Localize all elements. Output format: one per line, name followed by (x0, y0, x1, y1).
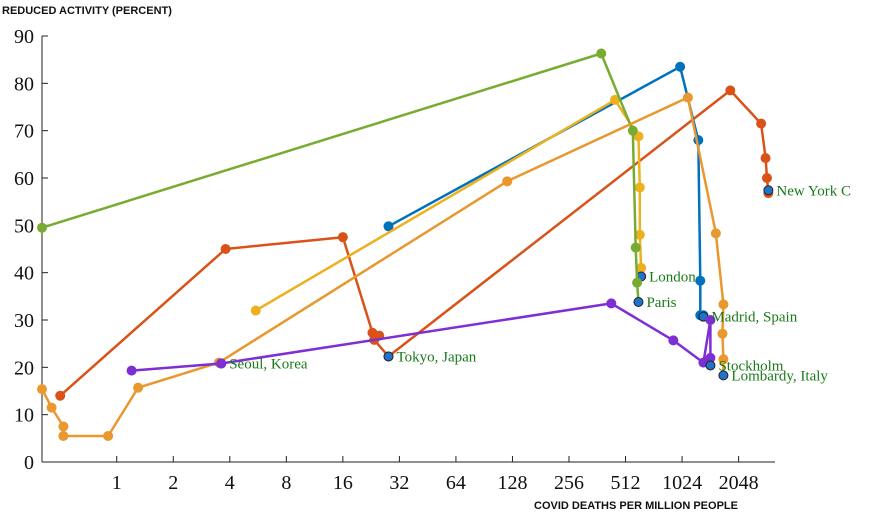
data-point (756, 118, 767, 129)
data-point (705, 315, 716, 325)
x-axis-label: COVID DEATHS PER MILLION PEOPLE (534, 500, 738, 512)
axes: 0 10 20 30 40 50 60 70 80 90 1 2 4 8 16 32 64 128 256 512 10… (14, 26, 775, 494)
data-point (627, 125, 638, 136)
data-point (610, 94, 621, 105)
series-layer (37, 48, 774, 441)
data-point (46, 402, 57, 413)
data-point (718, 299, 729, 310)
annotation-label: London (649, 269, 696, 285)
annotation-label: New York C (776, 183, 851, 199)
data-point (337, 232, 348, 243)
data-point (596, 48, 607, 59)
annotation-label: Lombardy, Italy (731, 368, 828, 384)
data-point (725, 85, 736, 96)
data-point (220, 244, 231, 254)
data-point (250, 305, 261, 316)
data-point (633, 297, 644, 308)
x-tick-label: 8 (281, 472, 291, 494)
series-lombardy-italy (37, 92, 729, 441)
data-point (718, 354, 729, 365)
y-tick-label: 50 (14, 215, 34, 237)
x-tick-label: 2 (168, 472, 178, 494)
annotation-label: Seoul, Korea (229, 357, 308, 373)
x-tick-label: 16 (333, 472, 353, 494)
y-tick-label: 60 (14, 168, 34, 190)
data-point (37, 222, 47, 233)
data-point (695, 275, 706, 286)
series-tokyo-japan (383, 351, 394, 362)
data-point (58, 421, 69, 432)
y-tick-label: 40 (14, 263, 34, 285)
x-tick-label: 1024 (662, 472, 702, 494)
y-tick-label: 30 (14, 310, 34, 332)
data-point (632, 277, 643, 288)
data-point (675, 61, 686, 72)
data-point (763, 185, 774, 196)
data-point (216, 358, 227, 369)
y-tick-label: 20 (14, 357, 34, 379)
data-point (133, 382, 144, 393)
data-point (705, 352, 716, 363)
data-point (710, 228, 721, 239)
y-axis-label: REDUCED ACTIVITY (PERCENT) (2, 5, 172, 17)
x-tick-label: 256 (554, 472, 584, 494)
y-tick-label: 10 (14, 405, 34, 427)
data-point (37, 384, 47, 395)
data-point (606, 298, 617, 309)
annotation-label: Paris (646, 295, 676, 311)
x-tick-label: 2048 (719, 472, 759, 494)
data-point (636, 262, 647, 273)
data-point (383, 351, 394, 362)
series-line (131, 302, 712, 372)
y-tick-label: 90 (14, 26, 34, 48)
series-london (250, 94, 647, 316)
data-point (58, 430, 69, 441)
data-point (634, 182, 645, 193)
data-point (705, 360, 716, 371)
series-line (41, 52, 640, 303)
x-tick-label: 128 (497, 472, 527, 494)
y-tick-label: 0 (24, 452, 34, 474)
data-point (682, 92, 693, 103)
x-tick-label: 512 (611, 472, 641, 494)
x-tick-label: 4 (225, 472, 235, 494)
annotation-layer: New York C London Paris Madrid, Spain Seoul,… (229, 183, 851, 384)
data-point (502, 176, 513, 187)
series-paris (37, 48, 644, 308)
y-tick-label: 80 (14, 73, 34, 95)
x-tick-label: 1 (112, 472, 122, 494)
series-line (40, 96, 725, 438)
data-point (761, 173, 772, 183)
data-point (126, 365, 137, 376)
annotation-label: Tokyo, Japan (397, 349, 477, 365)
data-point (103, 430, 114, 441)
data-point (383, 221, 394, 232)
data-point (668, 335, 679, 346)
data-point (634, 229, 645, 240)
annotation-label: Stockholm (718, 358, 783, 374)
data-point (760, 153, 771, 164)
x-tick-label: 64 (446, 472, 466, 494)
data-point (718, 370, 729, 381)
x-tick-label: 32 (389, 472, 409, 494)
series-stockholm (126, 298, 716, 376)
y-tick-label: 70 (14, 121, 34, 143)
annotation-label: Madrid, Spain (711, 310, 797, 326)
data-point (55, 390, 66, 401)
data-point (630, 242, 641, 253)
data-point (717, 328, 728, 339)
